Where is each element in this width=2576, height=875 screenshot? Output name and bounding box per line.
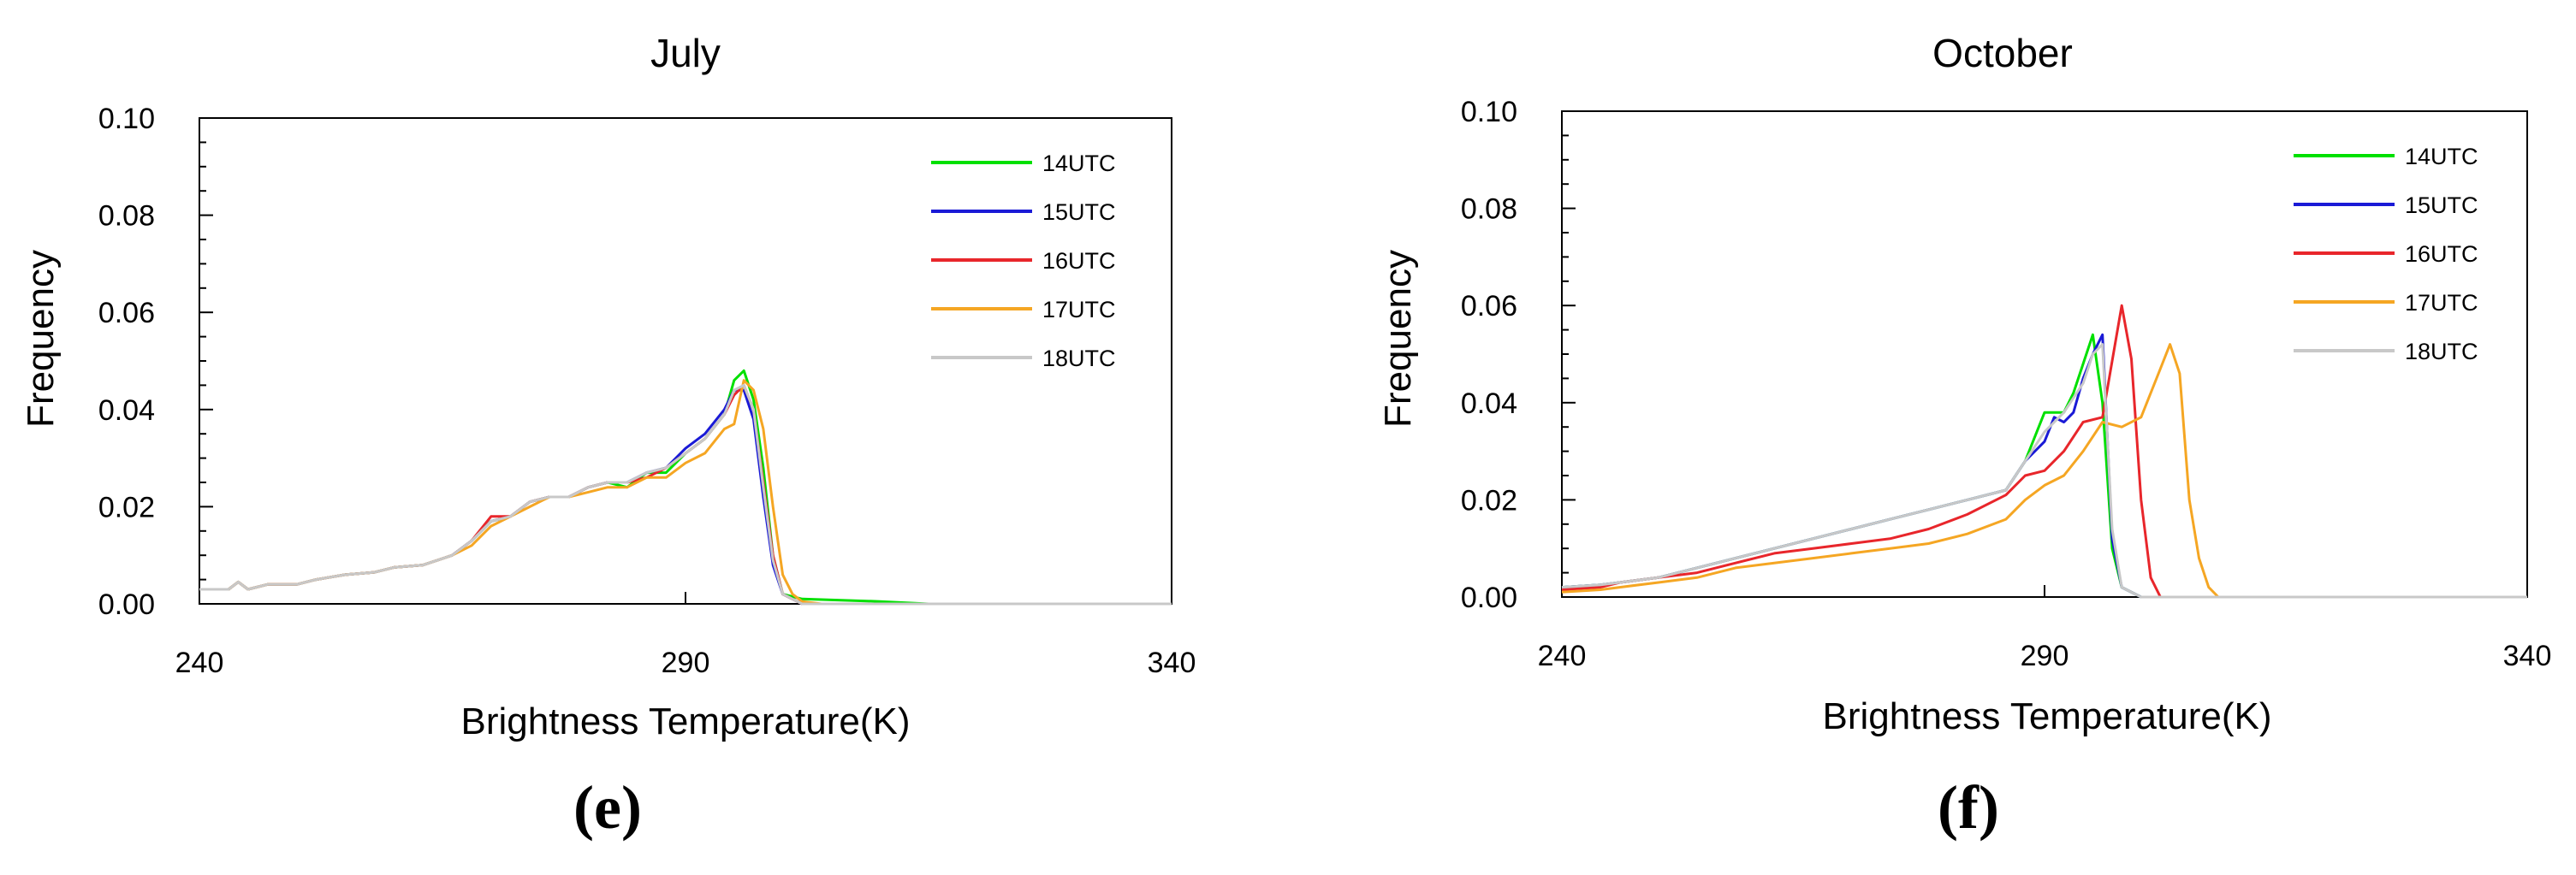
y-tick-label: 0.08	[98, 200, 155, 233]
x-axis-label: Brightness Temperature(K)	[461, 701, 911, 742]
chart-title: October	[1932, 31, 2073, 75]
y-axis-label: Frequency	[20, 250, 62, 428]
y-tick-label: 0.00	[98, 588, 155, 621]
y-tick-label: 0.04	[1461, 387, 1517, 420]
x-tick-label: 240	[175, 647, 224, 679]
series-line-17utc	[1561, 343, 2527, 599]
x-axis-label: Brightness Temperature(K)	[1823, 695, 2272, 737]
legend-label: 14UTC	[1042, 151, 1116, 176]
y-tick-label: 0.04	[98, 394, 155, 427]
legend-label: 14UTC	[2405, 144, 2478, 169]
chart-panel-july: July Frequency Brightness Temperature(K)…	[20, 31, 1196, 842]
legend-label: 16UTC	[2405, 241, 2478, 267]
plot-frame	[199, 117, 1172, 605]
y-tick-label: 0.02	[98, 491, 155, 523]
series-line-14utc	[199, 369, 1172, 606]
series-line-17utc	[199, 379, 1172, 606]
panel-label: (f)	[1938, 773, 1999, 842]
series-line-16utc	[1561, 304, 2527, 599]
y-axis: 0.00 0.02 0.04 0.06 0.08 0.10	[98, 103, 213, 621]
x-tick-label: 240	[1538, 640, 1587, 672]
y-tick-label: 0.02	[1461, 484, 1517, 517]
x-axis: 240 290 340	[175, 592, 1196, 679]
legend-label: 17UTC	[2405, 290, 2478, 316]
legend-label: 17UTC	[1042, 297, 1116, 322]
y-tick-label: 0.10	[1461, 96, 1517, 128]
y-tick-label: 0.00	[1461, 582, 1517, 614]
series-line-15utc	[1561, 333, 2527, 599]
legend-label: 18UTC	[2405, 339, 2478, 364]
series-line-16utc	[199, 383, 1172, 606]
y-tick-label: 0.10	[98, 103, 155, 135]
plot-frame	[1561, 110, 2528, 598]
legend-label: 16UTC	[1042, 248, 1116, 274]
y-axis-label: Frequency	[1377, 250, 1419, 428]
series-line-18utc	[1561, 343, 2527, 599]
x-tick-label: 290	[2021, 640, 2069, 672]
series-group	[199, 369, 1172, 606]
panel-label: (e)	[573, 773, 642, 842]
x-tick-label: 290	[662, 647, 710, 679]
chart-title: July	[650, 31, 721, 75]
y-tick-label: 0.06	[98, 297, 155, 329]
series-line-14utc	[1561, 333, 2527, 599]
legend-label: 15UTC	[2405, 192, 2478, 218]
x-tick-label: 340	[1148, 647, 1196, 679]
x-axis: 240 290 340	[1538, 585, 2552, 672]
series-line-15utc	[199, 388, 1172, 606]
legend-label: 15UTC	[1042, 199, 1116, 225]
y-tick-label: 0.06	[1461, 290, 1517, 322]
x-tick-label: 340	[2503, 640, 2552, 672]
y-axis: 0.00 0.02 0.04 0.06 0.08 0.10	[1461, 96, 1576, 614]
series-group	[1561, 304, 2527, 599]
legend: 14UTC 15UTC 16UTC 17UTC 18UTC	[2294, 144, 2478, 364]
series-line-18utc	[199, 383, 1172, 606]
y-tick-label: 0.08	[1461, 193, 1517, 226]
chart-panel-october: October Frequency Brightness Temperature…	[1377, 31, 2551, 842]
legend-label: 18UTC	[1042, 346, 1116, 371]
legend: 14UTC 15UTC 16UTC 17UTC 18UTC	[931, 151, 1116, 371]
